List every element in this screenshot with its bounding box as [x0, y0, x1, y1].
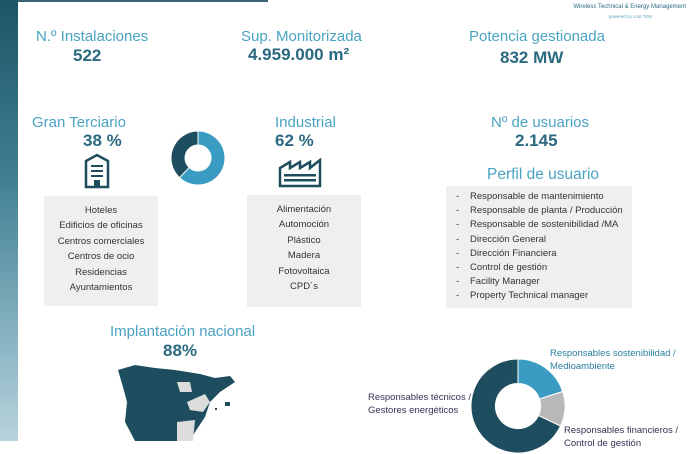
list-item: Centros de ocio [67, 251, 135, 263]
list-item: - Dirección Financiera [456, 247, 557, 259]
list-item: CPD´s [290, 281, 318, 293]
pie-label-finance: Responsables financieros / Control de ges… [564, 425, 679, 449]
pie-label-sustainability: Responsables sostenibilidad / Medioambien… [550, 348, 676, 372]
profile-list: - Responsable de mantenimiento - Responsab… [446, 186, 632, 308]
list-item: - Dirección General [456, 233, 547, 245]
users-label: Nº de usuarios [491, 114, 590, 131]
factory-icon [278, 158, 322, 188]
industrial-list: Alimentación Automoción Plástico Madera … [247, 195, 361, 307]
list-item: Madera [287, 250, 321, 262]
pie-slice-gran-terciario [170, 130, 199, 179]
national-value: 88% [163, 341, 198, 360]
list-item: Ayuntamientos [69, 282, 133, 294]
list-item: - Property Technical manager [456, 290, 589, 302]
list-item: Automoción [278, 219, 330, 231]
list-item: - Control de gestión [456, 262, 548, 274]
list-item: - Responsable de sostenibilidad /MA [456, 219, 619, 231]
list-item: - Facility Manager [456, 276, 540, 288]
list-item: Hoteles [84, 205, 118, 216]
logo-powered-by: powered by cost TEM [608, 14, 652, 19]
installations-label: N.º Instalaciones [36, 28, 149, 45]
spain-map [118, 365, 235, 441]
top-bar [18, 0, 268, 2]
logo-tagline: Wireless Technical & Energy Management [573, 4, 686, 10]
surface-value: 4.959.000 m² [248, 45, 350, 64]
list-item: - Responsable de planta / Producción [456, 205, 623, 217]
building-icon [84, 153, 110, 189]
gran-terciario-list: Hoteles Edificios de oficinas Centros co… [44, 196, 158, 306]
industrial-value: 62 % [275, 131, 314, 150]
sector-donut-chart [170, 130, 226, 186]
list-item: Residencias [75, 266, 127, 278]
profile-title: Perfil de usuario [487, 166, 600, 183]
list-item: Fotovoltaica [278, 265, 330, 277]
gran-terciario-label: Gran Terciario [32, 114, 126, 131]
logo: Wireless Technical & Energy Management p… [573, 2, 686, 22]
power-label: Potencia gestionada [469, 28, 605, 45]
list-item: Edificios de oficinas [59, 220, 143, 232]
pie-label-tech: Responsables técnicos / Gestores energéti… [368, 392, 471, 416]
pie-slice-industrial [178, 130, 226, 186]
list-item: Alimentación [276, 204, 332, 215]
surface-label: Sup. Monitorizada [241, 28, 362, 45]
users-value: 2.145 [515, 131, 558, 150]
side-strip [0, 0, 18, 441]
list-item: Centros comerciales [57, 235, 145, 247]
list-item: - Responsable de mantenimiento [456, 191, 604, 202]
gran-terciario-value: 38 % [83, 131, 122, 150]
installations-value: 522 [73, 46, 102, 65]
power-value: 832 MW [500, 48, 564, 67]
list-item: Plástico [287, 234, 321, 246]
national-label: Implantación nacional [110, 323, 256, 340]
industrial-label: Industrial [275, 114, 336, 131]
